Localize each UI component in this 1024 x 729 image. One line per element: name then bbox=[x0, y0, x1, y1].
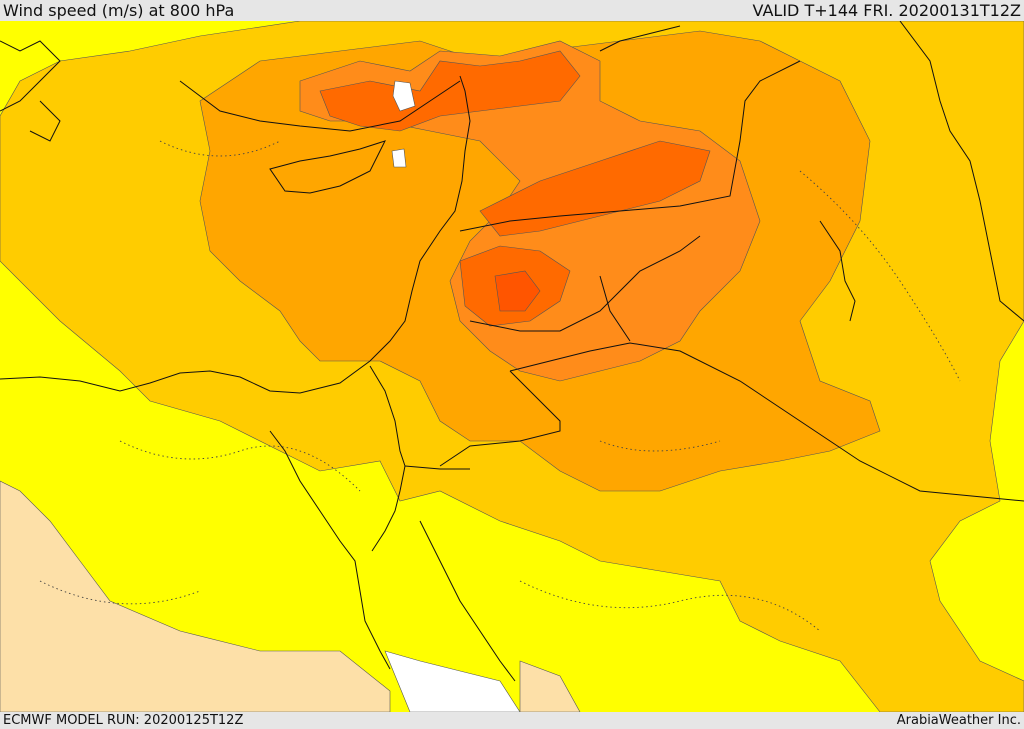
credit: ArabiaWeather Inc. bbox=[896, 713, 1021, 728]
field-strongest-north bbox=[319, 50, 581, 132]
wind-speed-map[interactable] bbox=[0, 21, 1024, 712]
coastlines-borders bbox=[0, 21, 1024, 682]
header-bar: Wind speed (m/s) at 800 hPa VALID T+144 … bbox=[0, 0, 1024, 21]
valid-time: VALID T+144 FRI. 20200131T12Z bbox=[752, 1, 1021, 20]
dotted-contours bbox=[39, 140, 961, 632]
field-strongest-band bbox=[479, 140, 711, 237]
field-no-data-small bbox=[391, 148, 407, 168]
field-no-data-south bbox=[384, 650, 521, 712]
map-title: Wind speed (m/s) at 800 hPa bbox=[3, 1, 235, 20]
field-weak-southeast bbox=[519, 660, 581, 712]
model-run: ECMWF MODEL RUN: 20200125T12Z bbox=[3, 713, 244, 728]
field-core-max bbox=[494, 270, 541, 312]
map-canvas bbox=[0, 21, 1024, 712]
footer-bar: ECMWF MODEL RUN: 20200125T12Z ArabiaWeat… bbox=[0, 712, 1024, 729]
field-weak-southwest bbox=[0, 480, 391, 712]
field-no-data-lake bbox=[392, 80, 416, 112]
